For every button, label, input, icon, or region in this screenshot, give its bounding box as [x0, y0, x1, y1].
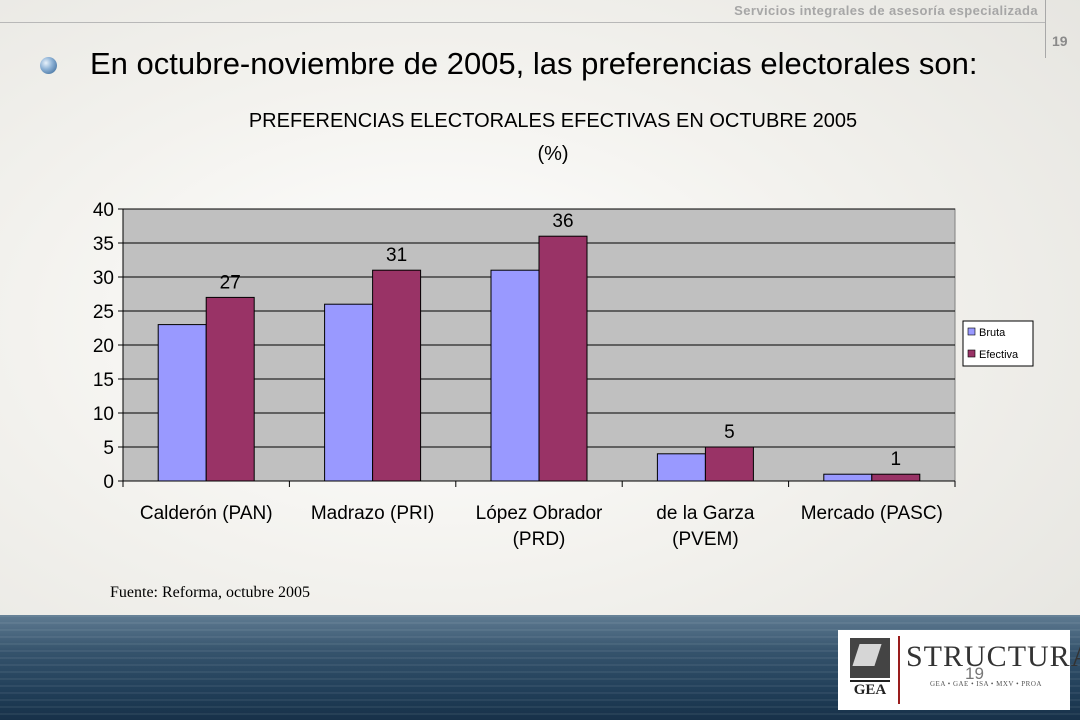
- x-tick-label: Madrazo (PRI): [311, 503, 435, 524]
- bar-efectiva: [372, 269, 422, 482]
- data-label: 27: [220, 272, 241, 293]
- bar-bruta: [490, 269, 540, 482]
- legend-label-bruta: Bruta: [979, 327, 1006, 339]
- bar-bruta: [157, 324, 207, 482]
- chart-source: Fuente: Reforma, octubre 2005: [110, 584, 310, 601]
- y-tick-label: 5: [103, 438, 114, 459]
- y-tick-label: 20: [93, 336, 114, 357]
- x-tick-label: (PVEM): [672, 529, 739, 550]
- chart-title: PREFERENCIAS ELECTORALES EFECTIVAS EN OC…: [249, 110, 857, 132]
- slide-heading: En octubre-noviembre de 2005, las prefer…: [90, 46, 978, 81]
- y-tick-label: 40: [93, 200, 114, 221]
- y-tick-label: 35: [93, 234, 114, 255]
- chart-subtitle: (%): [537, 143, 568, 165]
- gea-logo-text: GEA: [850, 680, 890, 699]
- data-label: 5: [724, 422, 735, 443]
- y-tick-label: 30: [93, 268, 114, 289]
- logo-divider: [898, 636, 900, 704]
- x-tick-label: Mercado (PASC): [801, 503, 943, 524]
- data-label: 36: [552, 211, 573, 232]
- bar-bruta: [823, 473, 873, 482]
- y-tick-label: 10: [93, 404, 114, 425]
- x-tick-label: (PRD): [513, 529, 566, 550]
- bar-bruta: [324, 303, 374, 482]
- top-bar: [0, 0, 1045, 23]
- company-logo: GEA STRUCTURA GEA • GAE • ISA • MXV • PR…: [838, 630, 1080, 710]
- x-tick-label: de la Garza: [656, 503, 755, 524]
- legend-label-efectiva: Efectiva: [979, 349, 1019, 361]
- structura-logo-subtext: GEA • GAE • ISA • MXV • PROA: [930, 680, 1042, 688]
- bar-efectiva: [205, 296, 255, 482]
- data-label: 1: [891, 449, 902, 470]
- page-number: 19: [1052, 33, 1068, 49]
- footer-page-number: 19: [965, 664, 984, 683]
- bar-efectiva: [871, 473, 921, 482]
- legend-swatch-efectiva: [967, 349, 976, 358]
- y-tick-label: 15: [93, 370, 114, 391]
- bar-chart: PREFERENCIAS ELECTORALES EFECTIVAS EN OC…: [93, 110, 1034, 550]
- x-tick-label: López Obrador: [476, 503, 603, 524]
- y-tick-label: 25: [93, 302, 114, 323]
- company-tagline: Servicios integrales de asesoría especia…: [734, 3, 1038, 18]
- bar-efectiva: [704, 446, 754, 482]
- x-tick-label: Calderón (PAN): [140, 503, 273, 524]
- y-tick-label: 0: [103, 472, 114, 493]
- structura-logo-text: STRUCTURA: [906, 640, 1080, 673]
- bar-efectiva: [538, 235, 588, 482]
- bullet-icon: [40, 57, 57, 74]
- header-divider: [1045, 0, 1046, 58]
- legend: Bruta Efectiva: [962, 320, 1034, 367]
- gea-logo-mark: [850, 638, 890, 678]
- legend-swatch-bruta: [967, 327, 976, 336]
- gea-logo: GEA: [850, 638, 890, 700]
- bar-bruta: [656, 453, 706, 482]
- data-label: 31: [386, 245, 407, 266]
